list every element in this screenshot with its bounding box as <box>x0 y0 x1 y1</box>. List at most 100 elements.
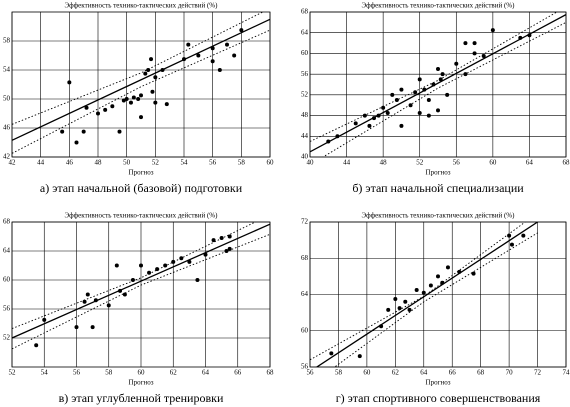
point <box>217 68 222 72</box>
x-axis-label: Прогноз <box>129 379 154 387</box>
y-tick-label: 58 <box>3 37 11 45</box>
point <box>417 77 422 82</box>
x-tick-label: 62 <box>170 369 178 377</box>
x-tick-label: 64 <box>420 369 428 377</box>
point <box>335 134 340 139</box>
panel-caption: а) этап начальной (базовой) подготовки <box>40 181 243 195</box>
x-tick-label: 46 <box>66 159 74 167</box>
x-tick-label: 56 <box>73 369 81 377</box>
point <box>507 233 512 238</box>
x-tick-label: 68 <box>563 159 570 167</box>
point <box>403 299 408 304</box>
point <box>379 324 384 329</box>
x-tick-label: 44 <box>37 159 45 167</box>
y-axis-label: Эффективность технико-тактических действ… <box>65 212 219 220</box>
point <box>171 259 176 264</box>
point <box>84 105 89 110</box>
point <box>353 121 358 126</box>
point <box>90 325 95 330</box>
x-tick-label: 64 <box>202 369 210 377</box>
y-tick-label: 64 <box>301 290 309 298</box>
point <box>457 269 462 274</box>
point <box>82 299 87 304</box>
x-tick-label: 48 <box>380 159 388 167</box>
y-tick-label: 68 <box>301 8 309 16</box>
plot-frame <box>11 11 271 158</box>
x-tick-label: 60 <box>267 159 275 167</box>
point <box>481 54 486 59</box>
point <box>153 100 158 105</box>
point <box>74 325 79 330</box>
point <box>139 115 143 120</box>
fit-line <box>310 14 566 153</box>
plot-frame <box>309 221 567 368</box>
point <box>407 307 412 312</box>
point <box>179 256 184 261</box>
point <box>472 41 477 46</box>
x-tick-label: 64 <box>526 159 534 167</box>
point <box>139 263 143 268</box>
x-axis-label: Прогноз <box>129 169 154 177</box>
point <box>182 57 186 62</box>
y-tick-label: 46 <box>3 124 11 132</box>
point <box>67 80 72 85</box>
point <box>93 298 98 303</box>
x-tick-label: 44 <box>343 159 351 167</box>
x-tick-label: 42 <box>9 159 17 167</box>
point <box>445 265 450 270</box>
y-tick-label: 60 <box>3 276 11 284</box>
point <box>372 116 376 121</box>
point <box>163 263 168 268</box>
point <box>227 234 232 239</box>
x-tick-label: 58 <box>105 369 113 377</box>
point <box>463 72 468 77</box>
point <box>85 292 90 297</box>
point <box>436 274 440 279</box>
point <box>472 51 477 56</box>
point <box>386 307 391 312</box>
point <box>436 66 440 71</box>
y-tick-label: 64 <box>301 28 309 36</box>
x-tick-label: 66 <box>449 369 457 377</box>
y-tick-label: 40 <box>301 153 309 161</box>
x-axis-label: Прогноз <box>426 379 451 387</box>
x-tick-label: 68 <box>267 369 275 377</box>
fit-line <box>12 223 270 339</box>
point <box>463 41 468 46</box>
point <box>187 259 192 264</box>
point <box>219 235 224 240</box>
y-tick-label: 60 <box>301 49 309 57</box>
point <box>106 303 111 308</box>
point <box>381 105 386 110</box>
point <box>143 71 148 76</box>
point <box>149 57 154 62</box>
x-tick-label: 50 <box>123 159 131 167</box>
point <box>128 100 133 105</box>
y-tick-label: 42 <box>3 153 11 161</box>
x-tick-label: 40 <box>307 159 315 167</box>
point <box>147 270 152 275</box>
y-tick-label: 68 <box>3 218 11 226</box>
y-tick-label: 56 <box>301 363 309 371</box>
point <box>399 87 404 92</box>
confidence-band <box>333 232 538 367</box>
plot-lines <box>12 222 270 350</box>
y-tick-label: 52 <box>3 334 11 342</box>
point <box>139 93 143 98</box>
x-tick-label: 56 <box>453 159 461 167</box>
point <box>367 123 372 128</box>
x-tick-label: 60 <box>363 369 371 377</box>
y-axis-label: Эффективность технико-тактических действ… <box>65 2 219 10</box>
point <box>160 68 165 72</box>
y-axis-label: Эффективность технико-тактических действ… <box>362 2 516 10</box>
point <box>390 92 395 97</box>
point <box>440 72 445 77</box>
point <box>454 61 459 66</box>
y-tick-label: 44 <box>301 132 309 140</box>
y-tick-label: 50 <box>3 95 11 103</box>
x-tick-label: 56 <box>307 369 315 377</box>
x-tick-label: 56 <box>209 159 217 167</box>
point <box>153 75 158 80</box>
confidence-band <box>12 12 264 125</box>
point <box>471 271 476 276</box>
